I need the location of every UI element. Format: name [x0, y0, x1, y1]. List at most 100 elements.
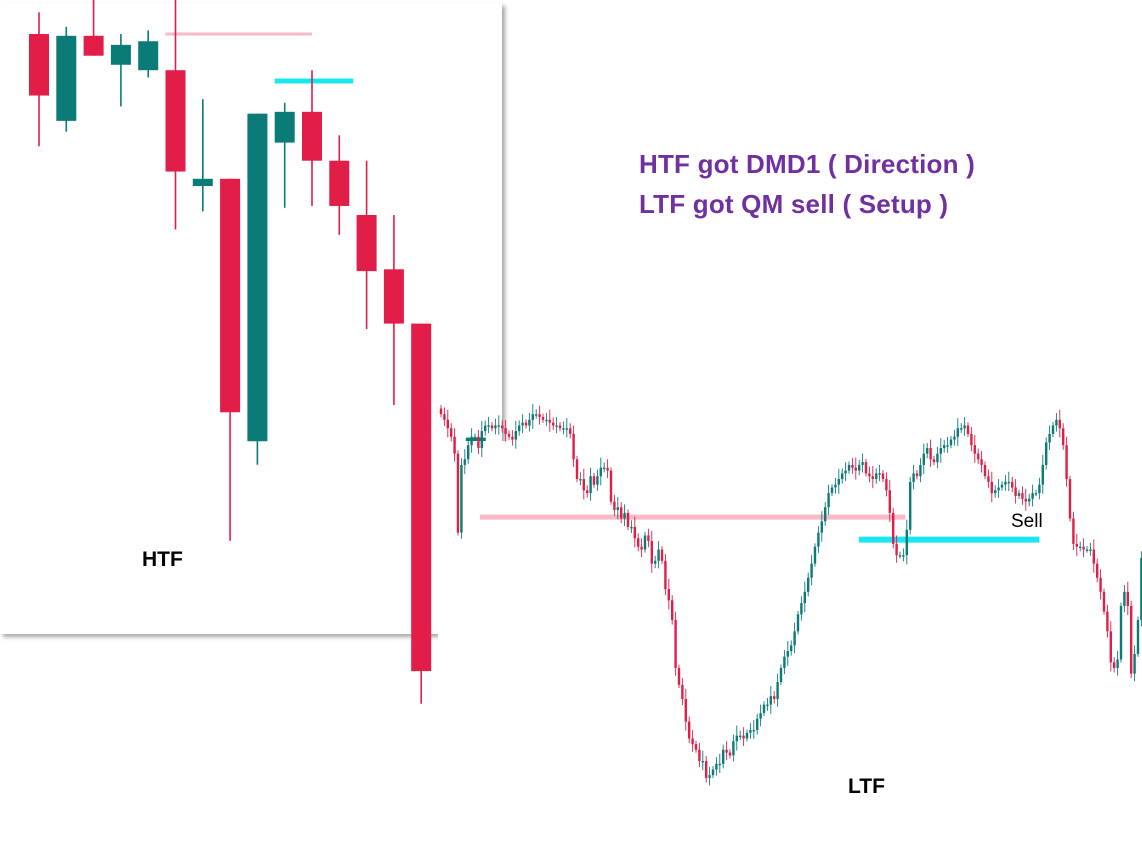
ltf-candle-body	[705, 761, 708, 778]
ltf-candle-body	[647, 535, 650, 542]
ltf-candle-body	[667, 589, 670, 601]
ltf-candle-body	[1055, 419, 1058, 426]
ltf-candle	[708, 766, 711, 786]
ltf-candle-body	[742, 735, 745, 739]
ltf-candle-body	[932, 459, 936, 463]
ltf-candle	[589, 467, 592, 501]
ltf-candle	[1075, 533, 1078, 556]
ltf-candle	[1092, 539, 1095, 573]
ltf-candle	[922, 443, 925, 475]
ltf-candle	[575, 455, 579, 483]
ltf-candle-body	[837, 479, 840, 485]
ltf-candle	[620, 502, 623, 524]
ltf-candle-body	[531, 414, 534, 420]
ltf-candle-body	[1058, 419, 1061, 429]
ltf-candle	[841, 468, 844, 484]
ltf-candle-body	[766, 704, 769, 707]
ltf-candle	[691, 730, 694, 752]
ltf-candle-body	[657, 549, 660, 561]
ltf-candle	[460, 458, 463, 539]
ltf-candle-body	[987, 476, 990, 482]
ltf-candle-body	[762, 704, 766, 714]
ltf-candle	[711, 766, 715, 779]
ltf-candle-body	[919, 464, 922, 477]
ltf-candle-body	[878, 473, 881, 475]
ltf-candle	[705, 755, 708, 783]
ltf-candle	[528, 413, 531, 432]
ltf-candle	[555, 417, 558, 434]
ltf-candle-body	[922, 453, 925, 465]
ltf-candle-body	[555, 425, 558, 427]
ltf-candle-body	[1126, 591, 1129, 606]
ltf-candle	[868, 466, 871, 483]
ltf-candle-body	[467, 445, 470, 460]
ltf-candle-body	[749, 730, 752, 733]
ltf-candle	[548, 409, 551, 432]
ltf-candle	[1123, 585, 1126, 613]
ltf-candle	[858, 459, 861, 476]
ltf-candle	[467, 440, 470, 464]
ltf-candle-body	[599, 467, 602, 477]
headline-line-2: LTF got QM sell ( Setup )	[639, 189, 949, 219]
ltf-candle	[742, 727, 745, 747]
ltf-candle-body	[691, 738, 694, 745]
ltf-candle-body	[841, 473, 844, 480]
ltf-candle-body	[1075, 543, 1078, 547]
ltf-candle	[450, 423, 453, 442]
ltf-candle	[443, 407, 446, 426]
ltf-candle-body	[960, 428, 963, 430]
ltf-candle	[1014, 479, 1017, 504]
ltf-candle-body	[637, 538, 640, 547]
ltf-candle-body	[1109, 631, 1112, 663]
ltf-candle	[983, 461, 987, 480]
ltf-candle-body	[541, 417, 545, 420]
ltf-candle	[739, 730, 742, 741]
ltf-candle	[854, 457, 857, 480]
ltf-candle	[970, 427, 973, 452]
ltf-candle-body	[1004, 481, 1007, 485]
htf-candle-body	[138, 41, 159, 71]
ltf-candle	[1119, 602, 1123, 663]
ltf-candle-body	[501, 425, 504, 429]
htf-candle-body	[192, 178, 213, 187]
ltf-candle	[592, 472, 596, 488]
ltf-candle-body	[688, 721, 691, 739]
ltf-candle	[535, 409, 538, 419]
ltf-candle	[1133, 645, 1136, 682]
ltf-candle	[633, 516, 636, 548]
ltf-candle-body	[592, 476, 596, 485]
ltf-candle-body	[739, 735, 742, 738]
ltf-candle-body	[939, 448, 942, 454]
ltf-candle	[847, 461, 851, 474]
htf-candle-body	[56, 35, 77, 121]
ltf-candle-body	[589, 476, 592, 494]
ltf-candle	[759, 704, 762, 727]
ltf-candle-body	[834, 484, 837, 488]
ltf-candle-body	[858, 464, 861, 471]
ltf-candle	[902, 548, 905, 562]
ltf-candle	[569, 423, 572, 439]
ltf-candle	[1106, 604, 1109, 638]
ltf-candle	[773, 691, 776, 704]
ltf-candle	[688, 716, 691, 744]
ltf-candle-body	[494, 425, 497, 429]
ltf-candle	[694, 740, 698, 753]
ltf-candle	[817, 525, 820, 553]
ltf-candle-body	[698, 749, 701, 762]
ltf-candle	[1058, 409, 1061, 438]
sell-annotation: Sell	[1011, 511, 1043, 532]
ltf-candle-body	[909, 481, 912, 530]
htf-candle	[138, 30, 159, 78]
ltf-candle	[1031, 484, 1034, 507]
ltf-candle-body	[630, 526, 633, 529]
ltf-candle-body	[807, 577, 810, 592]
ltf-candle-body	[946, 445, 949, 447]
ltf-candle-body	[912, 473, 915, 482]
ltf-candle-body	[871, 476, 874, 480]
ltf-candle	[1140, 551, 1142, 627]
ltf-candle-body	[1024, 498, 1027, 502]
ltf-candle	[439, 405, 443, 418]
ltf-candle	[521, 414, 524, 434]
ltf-candle	[446, 409, 449, 438]
ltf-candle	[1085, 546, 1089, 553]
